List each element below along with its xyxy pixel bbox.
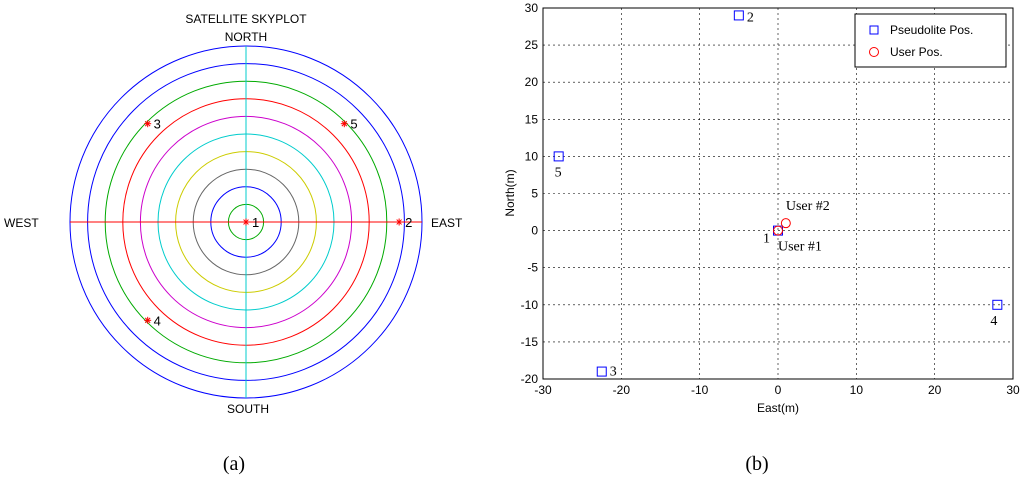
pseudolite-marker	[992, 299, 1003, 310]
user-marker	[773, 225, 783, 236]
caption-a: (a)	[223, 453, 245, 475]
pseudolite-label: 2	[747, 10, 754, 25]
skyplot-point-label: 3	[154, 117, 161, 132]
skyplot-marker	[144, 120, 151, 127]
user-point: User #2	[780, 199, 830, 229]
x-tick-label: -10	[691, 383, 709, 397]
user-label: User #2	[786, 199, 830, 214]
y-tick-label: 0	[531, 224, 538, 238]
scatter-panel: -30 -20 -10 0 10 20 30-20-15-10-5051015202530 …	[503, 1, 1020, 475]
y-tick-label: 20	[525, 75, 539, 89]
skyplot-point: 1	[242, 215, 259, 230]
pseudolite-label: 1	[763, 232, 770, 247]
user-point: User #1	[773, 225, 822, 255]
scatter-xlabel: East(m)	[757, 401, 799, 415]
skyplot-west-label: WEST	[4, 216, 39, 230]
scatter-legend: Pseudolite Pos. User Pos.	[854, 13, 1007, 68]
skyplot-marker	[341, 120, 348, 127]
skyplot-point: 5	[340, 117, 358, 132]
pseudolite-label: 4	[990, 314, 997, 329]
legend-marker-user	[869, 47, 879, 57]
pseudolite-point: 4	[990, 299, 1003, 329]
scatter-points: 1 2 3 4 5 User #1 User #2	[553, 10, 1003, 380]
skyplot-point: 3	[144, 117, 161, 132]
y-tick-label: -10	[521, 298, 539, 312]
legend-label-user: User Pos.	[890, 45, 943, 59]
legend-marker-pseudolite	[869, 25, 879, 35]
x-tick-label: 20	[928, 383, 942, 397]
pseudolite-marker	[553, 151, 564, 162]
skyplot-points: 1 2 3 4 5	[144, 117, 412, 328]
pseudolite-point: 5	[553, 151, 564, 180]
legend-label-pseudolite: Pseudolite Pos.	[890, 23, 973, 37]
y-tick-label: -5	[527, 261, 538, 275]
x-tick-label: 10	[850, 383, 864, 397]
pseudolite-point: 2	[733, 10, 754, 25]
user-marker	[780, 218, 791, 229]
skyplot-east-label: EAST	[431, 216, 463, 230]
y-tick-label: -20	[521, 372, 539, 386]
skyplot-point: 2	[395, 215, 412, 230]
user-label: User #1	[778, 240, 822, 255]
pseudolite-label: 5	[555, 165, 562, 180]
skyplot-north-label: NORTH	[225, 30, 267, 44]
x-tick-label: 0	[775, 383, 782, 397]
y-tick-label: 25	[525, 38, 539, 52]
scatter-ylabel: North(m)	[503, 169, 517, 216]
y-tick-label: 10	[525, 149, 539, 163]
skyplot-point-label: 5	[350, 117, 357, 132]
skyplot-point-label: 1	[252, 215, 259, 230]
skyplot-panel: 1 2 3 4 5 SATELLITE SKYPLOT NORTH SOUTH EAST…	[4, 12, 463, 475]
y-tick-label: 5	[531, 187, 538, 201]
pseudolite-marker	[596, 366, 607, 377]
skyplot-marker	[396, 219, 402, 225]
skyplot-point-label: 4	[154, 313, 161, 328]
pseudolite-label: 3	[610, 365, 617, 380]
skyplot-point: 4	[144, 313, 161, 328]
y-tick-label: 30	[525, 1, 539, 15]
skyplot-marker	[144, 317, 151, 324]
y-tick-label: -15	[521, 335, 539, 349]
skyplot-point-label: 2	[405, 215, 412, 230]
skyplot-south-label: SOUTH	[227, 402, 269, 416]
legend-box	[854, 13, 1007, 68]
skyplot-marker	[243, 219, 249, 225]
pseudolite-point: 3	[596, 365, 617, 380]
x-tick-label: -30	[534, 383, 552, 397]
pseudolite-marker	[733, 10, 744, 21]
x-tick-label: 30	[1006, 383, 1020, 397]
skyplot-title: SATELLITE SKYPLOT	[185, 12, 307, 26]
y-tick-label: 15	[525, 112, 539, 126]
x-tick-label: -20	[613, 383, 631, 397]
caption-b: (b)	[745, 453, 768, 475]
